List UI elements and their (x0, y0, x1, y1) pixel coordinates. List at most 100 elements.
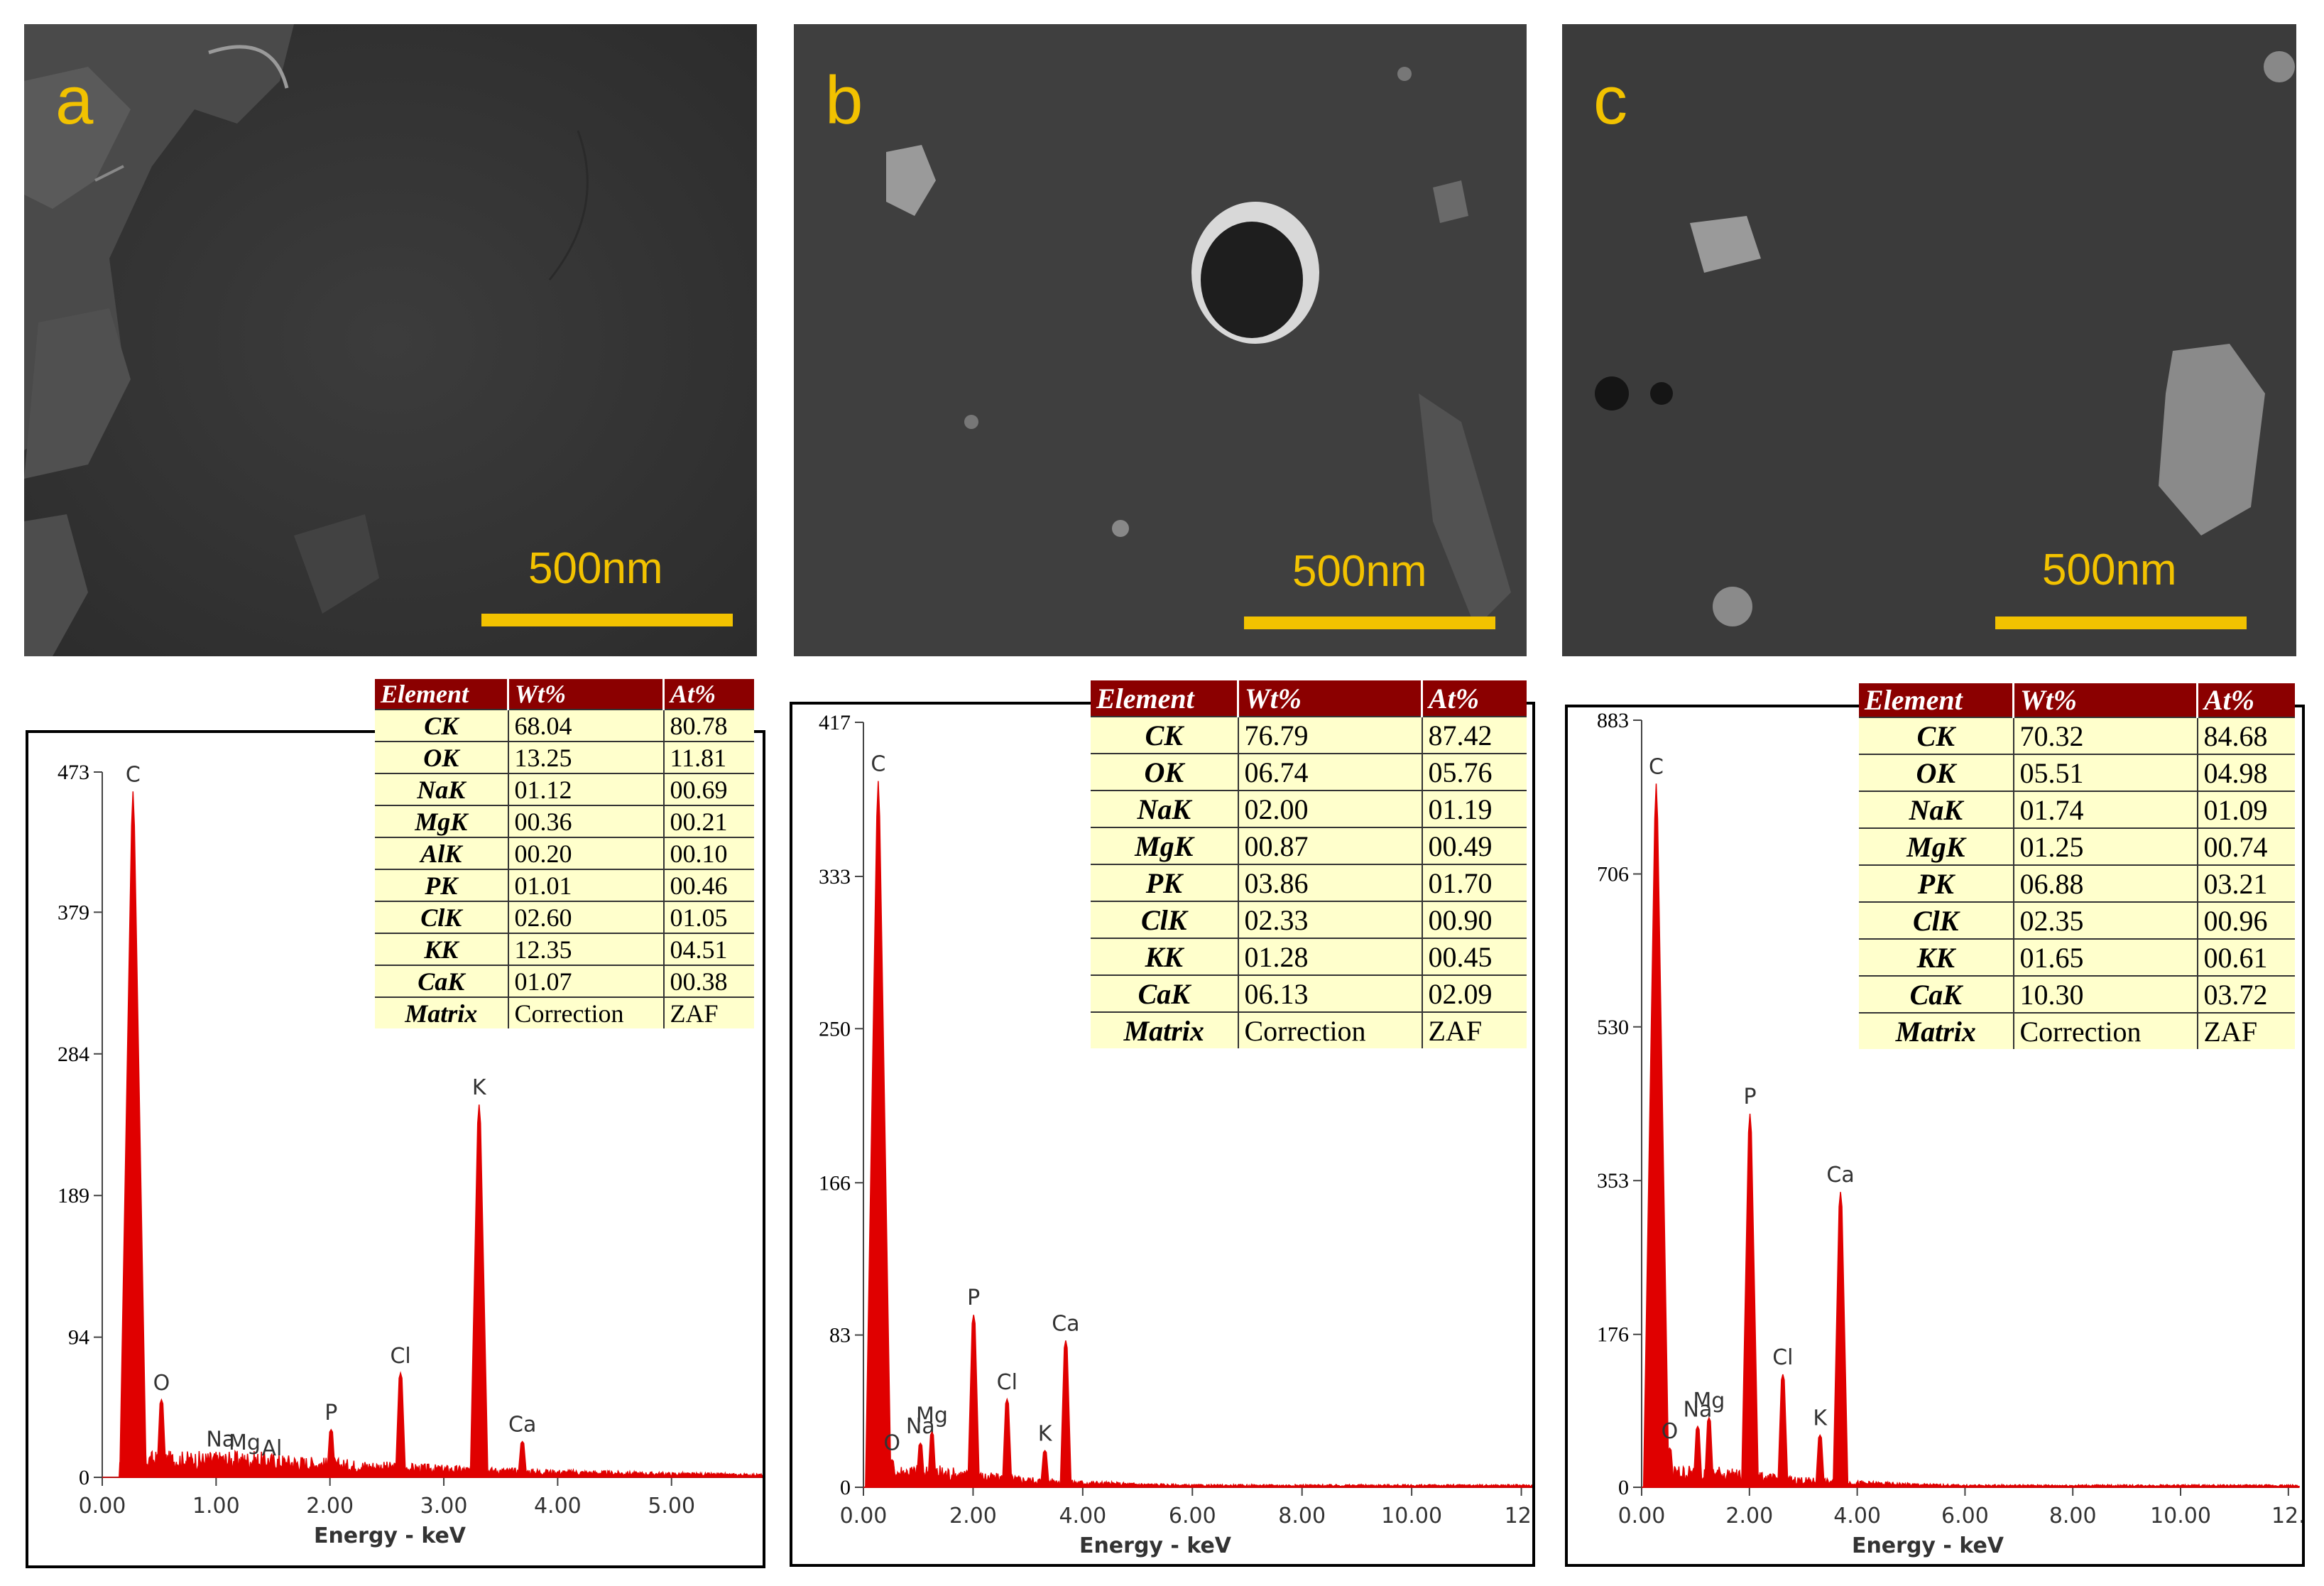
table-row: CK 76.79 87.42 (1091, 716, 1527, 754)
element-cell: ClK (1091, 901, 1239, 938)
peak-cl (395, 1371, 406, 1478)
element-cell: ClK (1859, 901, 2014, 939)
peak-ca (1832, 1192, 1849, 1488)
table-body: CK 70.32 84.68 OK 05.51 04.98 NaK 01.74 01.09 MgK… (1859, 717, 2295, 1049)
element-cell: Matrix (1859, 1012, 2014, 1049)
peak-na (215, 1455, 226, 1478)
scale-label: 500nm (2042, 545, 2177, 594)
peak-na (915, 1442, 926, 1488)
wt-cell: 02.60 (508, 901, 665, 933)
x-tick-label: 0.00 (840, 1504, 888, 1528)
table-row: KK 01.65 00.61 (1859, 938, 2295, 976)
at-cell: 01.09 (2197, 791, 2295, 828)
y-tick-label: 176 (1597, 1323, 1629, 1347)
peak-cl (1001, 1397, 1013, 1488)
wt-cell: 00.87 (1238, 827, 1423, 864)
at-cell: 00.69 (663, 773, 754, 805)
at-cell: 00.96 (2197, 901, 2295, 939)
col-element-header: Element (1859, 683, 2014, 717)
element-cell: PK (375, 869, 509, 901)
element-cell: ClK (375, 901, 509, 933)
y-tick-label: 166 (819, 1171, 851, 1195)
table-row: Matrix Correction ZAF (1091, 1011, 1527, 1048)
peak-label: Ca (1052, 1311, 1079, 1336)
peak-label: O (153, 1371, 170, 1396)
wt-cell: 03.86 (1238, 864, 1423, 901)
element-cell: OK (1091, 753, 1239, 791)
wt-cell: 01.25 (2013, 827, 2198, 865)
peak-label: O (1662, 1419, 1679, 1444)
at-cell: 00.38 (663, 965, 754, 997)
spectrum-background (102, 1449, 763, 1478)
at-cell: 01.19 (1422, 790, 1527, 827)
sem-image-c: c 500nm (1562, 24, 2296, 656)
at-cell: 00.10 (663, 837, 754, 869)
peak-label: Na (206, 1428, 235, 1452)
peak-label: Cl (1772, 1345, 1793, 1370)
table-body: CK 76.79 87.42 OK 06.74 05.76 NaK 02.00 01.19 MgK… (1091, 716, 1527, 1048)
table-row: Matrix Correction ZAF (375, 996, 754, 1028)
scale-bar (1995, 617, 2247, 629)
element-cell: OK (1859, 754, 2014, 791)
composition-table-b: Element Wt% At% CK 76.79 87.42 OK 06.74 05.76… (1091, 680, 1527, 1048)
table-row: Matrix Correction ZAF (1859, 1012, 2295, 1049)
col-element-header: Element (1091, 680, 1239, 717)
y-tick-label: 883 (1597, 709, 1629, 732)
y-tick-label: 250 (819, 1017, 851, 1041)
peak-al (266, 1465, 277, 1478)
peak-mg (1703, 1416, 1714, 1488)
peak-o (887, 1459, 897, 1488)
table-row: CaK 01.07 00.38 (375, 965, 754, 997)
element-cell: MgK (1091, 827, 1239, 864)
at-cell: 00.49 (1422, 827, 1527, 864)
wt-cell: 02.35 (2013, 901, 2198, 939)
col-wt-header: Wt% (2013, 683, 2198, 717)
element-cell: NaK (375, 773, 509, 805)
spectrum-background (863, 1464, 1532, 1488)
scale-bar (481, 614, 733, 626)
table-row: OK 06.74 05.76 (1091, 753, 1527, 791)
table-row: ClK 02.60 01.05 (375, 901, 754, 933)
sem-texture-c (1562, 24, 2296, 656)
y-tick-label: 417 (819, 711, 851, 734)
y-tick-label: 284 (58, 1043, 89, 1066)
wt-cell: 02.33 (1238, 901, 1423, 938)
peak-label: P (324, 1401, 337, 1425)
wt-cell: 05.51 (2013, 754, 2198, 791)
peak-cl (1777, 1374, 1789, 1488)
y-tick-label: 94 (68, 1326, 89, 1349)
at-cell: 00.74 (2197, 827, 2295, 865)
element-cell: OK (375, 741, 509, 773)
peak-label: P (967, 1286, 980, 1310)
element-cell: Matrix (375, 996, 509, 1028)
peak-label: C (871, 752, 885, 777)
peak-p (967, 1315, 981, 1488)
wt-cell: 06.13 (1238, 974, 1423, 1012)
at-cell: 00.90 (1422, 901, 1527, 938)
peak-label: Cl (997, 1370, 1018, 1395)
peak-label: K (1813, 1406, 1828, 1431)
at-cell: ZAF (1422, 1011, 1527, 1048)
table-body: CK 68.04 80.78 OK 13.25 11.81 NaK 01.12 00.69 MgK… (375, 709, 754, 1028)
element-cell: CaK (375, 965, 509, 997)
col-at-header: At% (1422, 680, 1527, 717)
element-cell: Matrix (1091, 1011, 1239, 1048)
peak-label: Mg (229, 1430, 261, 1455)
wt-cell: 10.30 (2013, 975, 2198, 1013)
wt-cell: 01.12 (508, 773, 665, 805)
table-row: MgK 01.25 00.74 (1859, 827, 2295, 865)
peak-c (865, 781, 892, 1488)
x-tick-label: 8.00 (1278, 1504, 1326, 1528)
element-cell: AlK (375, 837, 509, 869)
composition-table-a: Element Wt% At% CK 68.04 80.78 OK 13.25 11.81… (375, 679, 754, 1028)
peak-label: Cl (390, 1344, 410, 1369)
spectrum-background (1642, 1465, 2300, 1488)
element-cell: KK (375, 933, 509, 965)
sem-image-a: a 500nm (24, 24, 757, 656)
table-row: PK 03.86 01.70 (1091, 864, 1527, 901)
x-tick-label: 4.00 (1059, 1504, 1106, 1528)
x-tick-label: 0.00 (1618, 1504, 1666, 1528)
scale-bar (1244, 617, 1495, 629)
x-axis-label: Energy - keV (314, 1523, 467, 1548)
table-row: NaK 01.12 00.69 (375, 773, 754, 805)
